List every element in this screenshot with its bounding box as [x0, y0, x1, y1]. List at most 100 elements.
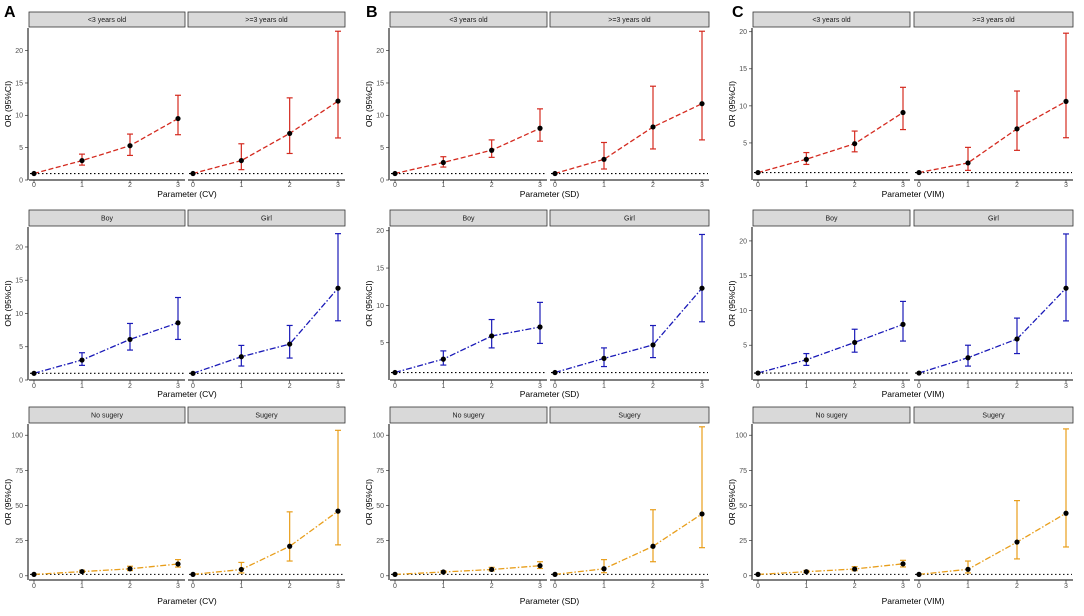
y-tick-label: 100	[735, 433, 747, 440]
y-tick-label: 15	[739, 66, 747, 73]
x-tick-label: 1	[966, 583, 970, 590]
data-point	[190, 170, 196, 177]
facet-left: <3 years old 0 1 2 3	[752, 11, 911, 189]
y-tick-label: 25	[739, 538, 747, 545]
x-tick-label: 3	[538, 383, 542, 390]
x-tick-label: 3	[176, 583, 180, 590]
data-point	[440, 356, 446, 362]
y-axis-title: OR (95%CI)	[727, 280, 737, 326]
data-point	[900, 561, 906, 567]
y-tick-label: 0	[380, 177, 384, 184]
data-point	[238, 157, 244, 164]
data-point	[238, 354, 244, 360]
x-tick-label: 1	[239, 383, 243, 390]
data-point	[440, 569, 446, 575]
x-tick-label: 3	[176, 182, 180, 189]
series-line	[554, 513, 703, 576]
facet-strip	[752, 406, 911, 424]
facet-right: Sugery 0 1 2 3	[549, 406, 710, 590]
x-axis-title: Parameter (VIM)	[882, 596, 945, 606]
x-tick-label: 1	[804, 383, 808, 390]
x-tick-label: 0	[191, 182, 195, 189]
data-point	[1014, 126, 1020, 132]
y-tick-label: 20	[376, 48, 384, 55]
facet-strip	[187, 209, 346, 227]
x-tick-label: 3	[700, 383, 704, 390]
y-tick-label: 20	[376, 228, 384, 235]
panel-letter-c: C	[732, 4, 744, 21]
facet-left: <3 years old 0 1 2 3	[28, 11, 186, 189]
facet-left: Boy 0 1 2 3	[28, 209, 186, 390]
facet-strip-label: Sugery	[618, 412, 641, 419]
facet-left: No sugery 0 1 2 3	[389, 406, 548, 590]
y-tick-label: 25	[376, 538, 384, 545]
x-axis-title: Parameter (VIM)	[882, 189, 945, 199]
data-point	[489, 566, 495, 573]
x-tick-label: 0	[32, 182, 36, 189]
facet-strip-label: <3 years old	[88, 17, 126, 24]
x-tick-label: 2	[1015, 182, 1019, 189]
data-point	[537, 125, 543, 131]
data-point	[965, 566, 971, 572]
x-tick-label: 0	[553, 182, 557, 189]
y-axis-title: OR (95%CI)	[364, 479, 374, 525]
y-tick-label: 10	[739, 308, 747, 315]
facet-strip-label: >=3 years old	[972, 17, 1015, 24]
x-axis-title: Parameter (CV)	[157, 389, 217, 399]
data-point	[127, 336, 133, 343]
facet-right: >=3 years old 0 1 2 3	[913, 11, 1074, 189]
y-tick-label: 15	[376, 80, 384, 87]
data-point	[699, 511, 705, 517]
x-tick-label: 1	[239, 583, 243, 590]
x-tick-label: 3	[176, 383, 180, 390]
facet-strip-label: Sugery	[982, 412, 1005, 419]
facet-strip-label: No sugery	[453, 412, 485, 419]
facet-left: No sugery 0 1 2 3	[752, 406, 911, 590]
y-tick-label: 20	[15, 244, 23, 251]
data-point	[287, 543, 293, 549]
y-tick-label: 5	[19, 344, 23, 351]
data-point	[552, 170, 558, 177]
facet-strip	[389, 406, 548, 424]
x-tick-label: 3	[901, 583, 905, 590]
facet-strip	[549, 209, 710, 227]
x-tick-label: 2	[490, 182, 494, 189]
facet-left: Boy 0 1 2 3	[389, 209, 548, 390]
x-tick-label: 1	[80, 182, 84, 189]
y-tick-label: 75	[15, 468, 23, 475]
series-line	[394, 127, 541, 175]
x-tick-label: 2	[128, 182, 132, 189]
data-point	[852, 566, 858, 572]
data-point	[916, 571, 922, 577]
series-line	[918, 287, 1067, 374]
y-tick-label: 0	[19, 377, 23, 384]
x-tick-label: 2	[288, 182, 292, 189]
y-tick-label: 100	[372, 433, 384, 440]
x-tick-label: 3	[1064, 383, 1068, 390]
data-point	[803, 569, 809, 575]
facet-strip	[187, 406, 346, 424]
data-point	[965, 160, 971, 166]
facet-left: No sugery 0 1 2 3	[28, 406, 186, 590]
facet-strip	[549, 406, 710, 424]
y-tick-label: 15	[15, 278, 23, 285]
data-point	[190, 370, 196, 376]
data-point	[552, 369, 558, 376]
y-tick-label: 10	[376, 303, 384, 310]
series-line	[918, 100, 1067, 174]
series-line	[33, 118, 179, 175]
series-line	[918, 512, 1067, 576]
x-tick-label: 1	[441, 383, 445, 390]
x-tick-label: 3	[1064, 583, 1068, 590]
facet-strip	[913, 11, 1074, 28]
data-point	[699, 285, 705, 291]
x-tick-label: 0	[756, 583, 760, 590]
data-point	[335, 508, 341, 514]
x-tick-label: 0	[393, 182, 397, 189]
series-line	[192, 287, 339, 374]
